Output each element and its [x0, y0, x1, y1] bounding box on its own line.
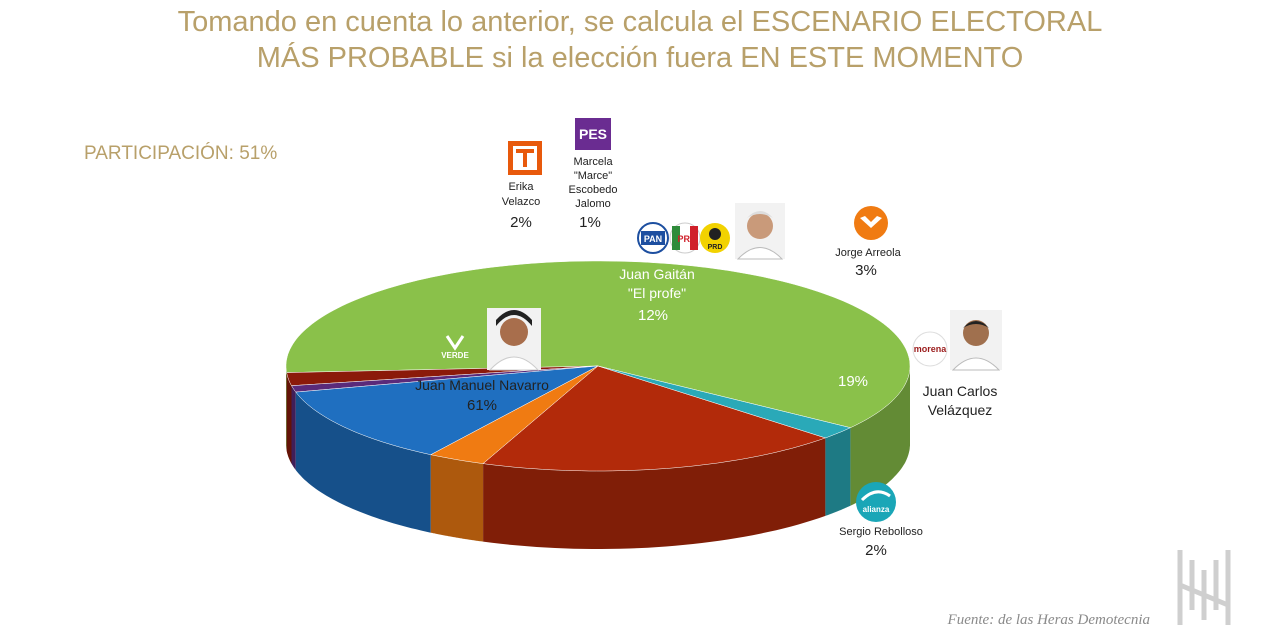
- pie-side-juan-gaitan-el-profe: [295, 392, 431, 533]
- label-gaitan-pct: 12%: [638, 307, 668, 324]
- pie-side-juan-carlos-velazquez: [483, 437, 826, 549]
- label-navarro-name: Juan Manuel Navarro: [415, 377, 549, 393]
- candidate-photo-velazquez: [950, 310, 1002, 371]
- label-velazquez-name-1: Juan Carlos: [923, 383, 998, 399]
- label-erika-name-2: Velazco: [502, 196, 541, 208]
- morena-logo-text: morena: [914, 344, 948, 354]
- label-erika-pct: 2%: [510, 214, 532, 231]
- movimiento-ciudadano-logo: [854, 206, 888, 240]
- label-marce-name-3: Escobedo: [569, 184, 618, 196]
- label-velazquez-name-2: Velázquez: [928, 402, 993, 418]
- source-note: Fuente: de las Heras Demotecnia: [947, 612, 1150, 628]
- pie-side-sergio-rebolloso: [825, 427, 851, 516]
- label-arreola-name: Jorge Arreola: [835, 247, 901, 259]
- label-marce-name-4: Jalomo: [575, 198, 610, 210]
- pie-slice-juan-carlos-velazquez: [482, 365, 827, 472]
- label-marce-name-1: Marcela: [573, 156, 613, 168]
- label-navarro-pct: 61%: [467, 397, 497, 414]
- pie-side-juan-manuel-navarro: [850, 366, 910, 506]
- pes-logo: PES: [575, 118, 611, 150]
- pan-logo-text: PAN: [644, 234, 662, 244]
- alianza-logo-text: alianza: [863, 505, 890, 514]
- label-velazquez-pct: 19%: [838, 373, 868, 390]
- morena-logo: morena: [912, 331, 948, 367]
- label-gaitan-name-2: "El profe": [628, 285, 686, 301]
- pie-slice-jorge-arreola: [430, 365, 599, 464]
- pri-logo-text: PRI: [677, 234, 692, 244]
- demotecnia-logo-icon: [1177, 550, 1231, 625]
- label-marce-pct: 1%: [579, 214, 601, 231]
- label-rebolloso-name: Sergio Rebolloso: [839, 526, 923, 538]
- label-marce-name-2: "Marce": [574, 170, 612, 182]
- page-title-line-1: Tomando en cuenta lo anterior, se calcul…: [177, 6, 1103, 38]
- pan-logo: PAN: [637, 222, 669, 254]
- label-arreola-pct: 3%: [855, 262, 877, 279]
- pes-logo-text: PES: [579, 126, 607, 142]
- alianza-logo: alianza: [856, 482, 896, 522]
- candidate-photo-navarro: [487, 308, 541, 371]
- pie-side-jorge-arreola: [430, 454, 484, 542]
- page-title-line-2: MÁS PROBABLE si la elección fuera EN EST…: [256, 42, 1024, 74]
- verde-logo-text: VERDE: [441, 351, 469, 360]
- pie-side-marcela-marce-escobedo-jalomo: [291, 385, 296, 471]
- pie-side-juan-manuel-navarro: [286, 366, 287, 451]
- prd-logo: PRD: [700, 223, 730, 253]
- verde-logo: VERDE: [435, 325, 475, 365]
- label-gaitan-name-1: Juan Gaitán: [619, 266, 695, 282]
- prd-logo-text: PRD: [708, 244, 723, 251]
- candidate-photo-gaitan: [735, 203, 785, 260]
- pri-logo: PRI: [669, 222, 701, 254]
- label-erika-name-1: Erika: [508, 181, 534, 193]
- pie-slice-sergio-rebolloso: [597, 365, 852, 439]
- participation-label: PARTICIPACIÓN: 51%: [84, 143, 278, 164]
- pie-side-erika-velazco: [286, 372, 292, 464]
- label-rebolloso-pct: 2%: [865, 542, 887, 559]
- pie-sides: [286, 366, 910, 549]
- pie-slices: [285, 260, 911, 472]
- pie-slice-juan-manuel-navarro: [285, 260, 911, 428]
- pie-slice-juan-gaitan-el-profe: [295, 365, 599, 455]
- pt-logo: [508, 141, 542, 175]
